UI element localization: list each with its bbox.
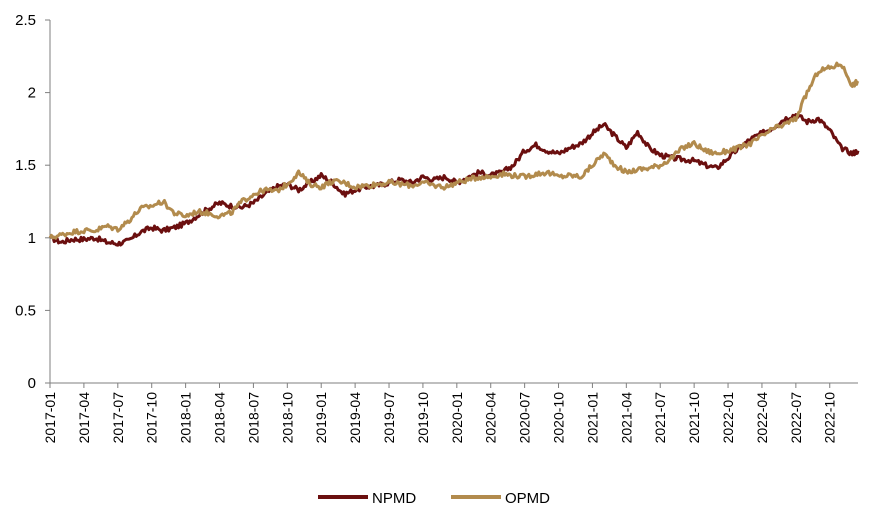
- x-tick-label: 2019-01: [313, 392, 329, 444]
- x-tick-label: 2018-01: [178, 392, 194, 444]
- x-tick-label: 2018-04: [212, 392, 228, 444]
- x-tick-label: 2020-04: [483, 392, 499, 444]
- legend-label-opmd: OPMD: [505, 490, 550, 507]
- x-tick-label: 2017-07: [110, 392, 126, 444]
- series-line-opmd: [48, 61, 860, 240]
- x-tick-label: 2018-07: [245, 392, 261, 444]
- y-tick-label: 2: [28, 85, 36, 102]
- x-tick-label: 2019-10: [415, 392, 431, 444]
- x-tick-label: 2021-07: [652, 392, 668, 444]
- x-tick-label: 2019-04: [347, 392, 363, 444]
- y-tick-label: 1.5: [15, 157, 36, 174]
- y-axis-ticks: 0 0.5 1 1.5 2 2.5: [15, 12, 50, 392]
- y-tick-label: 2.5: [15, 12, 36, 29]
- series-lines: [48, 61, 860, 247]
- x-tick-label: 2020-10: [551, 392, 567, 444]
- y-tick-label: 0.5: [15, 302, 36, 319]
- x-tick-label: 2021-10: [686, 392, 702, 444]
- y-tick-label: 1: [28, 230, 36, 247]
- x-tick-label: 2022-01: [720, 392, 736, 444]
- x-tick-label: 2017-10: [144, 392, 160, 444]
- x-tick-label: 2017-04: [76, 392, 92, 444]
- x-tick-label: 2020-01: [449, 392, 465, 444]
- x-tick-label: 2017-01: [42, 392, 58, 444]
- x-tick-label: 2019-07: [381, 392, 397, 444]
- x-axis-ticks: 2017-01 2017-04 2017-07 2017-10 2018-01 2018-…: [42, 383, 838, 443]
- legend: NPMD OPMD: [318, 490, 550, 507]
- legend-label-npmd: NPMD: [372, 490, 416, 507]
- x-tick-label: 2018-10: [279, 392, 295, 444]
- chart-axes: [49, 20, 858, 384]
- series-line-npmd: [48, 113, 860, 247]
- x-tick-label: 2021-01: [584, 392, 600, 444]
- x-tick-label: 2022-04: [754, 392, 770, 444]
- x-tick-label: 2022-07: [788, 392, 804, 444]
- x-tick-label: 2021-04: [618, 392, 634, 444]
- y-tick-label: 0: [28, 375, 36, 392]
- x-tick-label: 2022-10: [822, 392, 838, 444]
- x-tick-label: 2020-07: [517, 392, 533, 444]
